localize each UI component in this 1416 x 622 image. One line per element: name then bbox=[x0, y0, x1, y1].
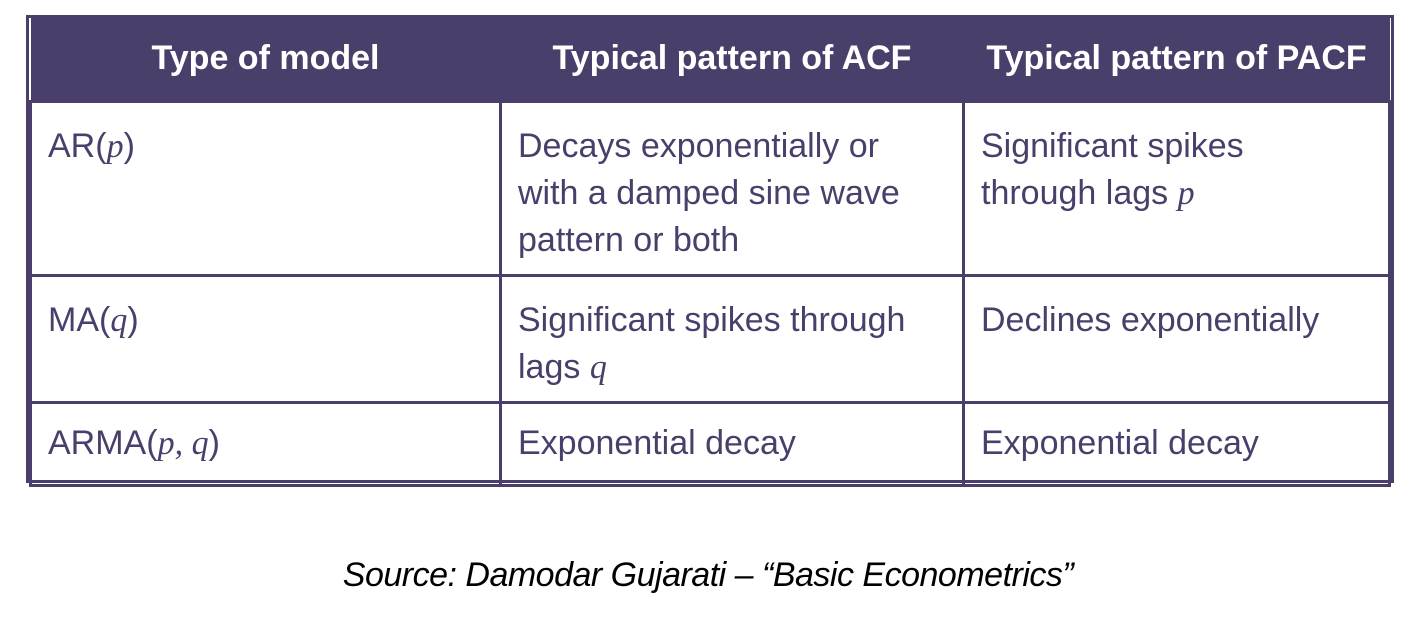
pacf-cell-ma: Declines exponentially bbox=[962, 273, 1391, 404]
acf-line-text: lags bbox=[518, 347, 590, 386]
acf-line: Decays exponentially or bbox=[518, 126, 879, 165]
table-header: Type of model Typical pattern of ACF Typ… bbox=[30, 18, 1390, 101]
table-row: MA(q) Significant spikes through lags q … bbox=[29, 273, 1391, 404]
acf-line: lags q bbox=[518, 344, 946, 391]
acf-line: pattern or both bbox=[518, 220, 740, 259]
acf-cell-ar: Decays exponentially or with a damped si… bbox=[499, 99, 965, 277]
header-acf-pattern: Typical pattern of ACF bbox=[500, 18, 964, 101]
model-cell-ma: MA(q) bbox=[29, 273, 502, 404]
model-name-close: ) bbox=[208, 423, 220, 462]
model-cell-arma: ARMA(p, q) bbox=[29, 400, 502, 487]
pacf-cell-ar: Significant spikes through lags p bbox=[962, 99, 1391, 277]
pacf-line: Exponential decay bbox=[981, 423, 1259, 462]
model-name-close: ) bbox=[127, 300, 139, 339]
source-caption: Source: Damodar Gujarati – “Basic Econom… bbox=[342, 556, 1074, 594]
table-row: AR(p) Decays exponentially or with a dam… bbox=[29, 99, 1391, 277]
pacf-cell-arma: Exponential decay bbox=[962, 400, 1391, 487]
model-variable: p, q bbox=[157, 424, 209, 462]
model-cell-ar: AR(p) bbox=[29, 99, 502, 277]
table-row: ARMA(p, q) Exponential decay Exponential… bbox=[29, 400, 1391, 487]
pacf-line: Declines exponentially bbox=[981, 300, 1320, 339]
pacf-line-variable: p bbox=[1177, 174, 1195, 212]
model-name: AR( bbox=[48, 126, 107, 165]
model-name-close: ) bbox=[123, 126, 135, 165]
acf-line: Significant spikes through bbox=[518, 300, 906, 339]
pacf-line: Significant spikes bbox=[981, 126, 1244, 165]
header-pacf-pattern: Typical pattern of PACF bbox=[963, 18, 1390, 101]
acf-line: Exponential decay bbox=[518, 423, 796, 462]
pacf-line: through lags p bbox=[981, 170, 1372, 217]
model-pattern-table: Type of model Typical pattern of ACF Typ… bbox=[26, 15, 1394, 487]
table-body: AR(p) Decays exponentially or with a dam… bbox=[29, 99, 1391, 487]
header-row: Type of model Typical pattern of ACF Typ… bbox=[30, 18, 1390, 101]
acf-cell-arma: Exponential decay bbox=[499, 400, 965, 487]
model-name: ARMA( bbox=[48, 423, 158, 462]
model-variable: q bbox=[110, 301, 128, 339]
header-type-of-model: Type of model bbox=[30, 18, 501, 101]
acf-line-variable: q bbox=[589, 348, 607, 386]
model-name: MA( bbox=[48, 300, 111, 339]
table: Type of model Typical pattern of ACF Typ… bbox=[29, 18, 1391, 487]
acf-line: with a damped sine wave bbox=[518, 173, 900, 212]
acf-cell-ma: Significant spikes through lags q bbox=[499, 273, 965, 404]
model-variable: p bbox=[106, 127, 124, 165]
pacf-line-text: through lags bbox=[981, 173, 1178, 212]
